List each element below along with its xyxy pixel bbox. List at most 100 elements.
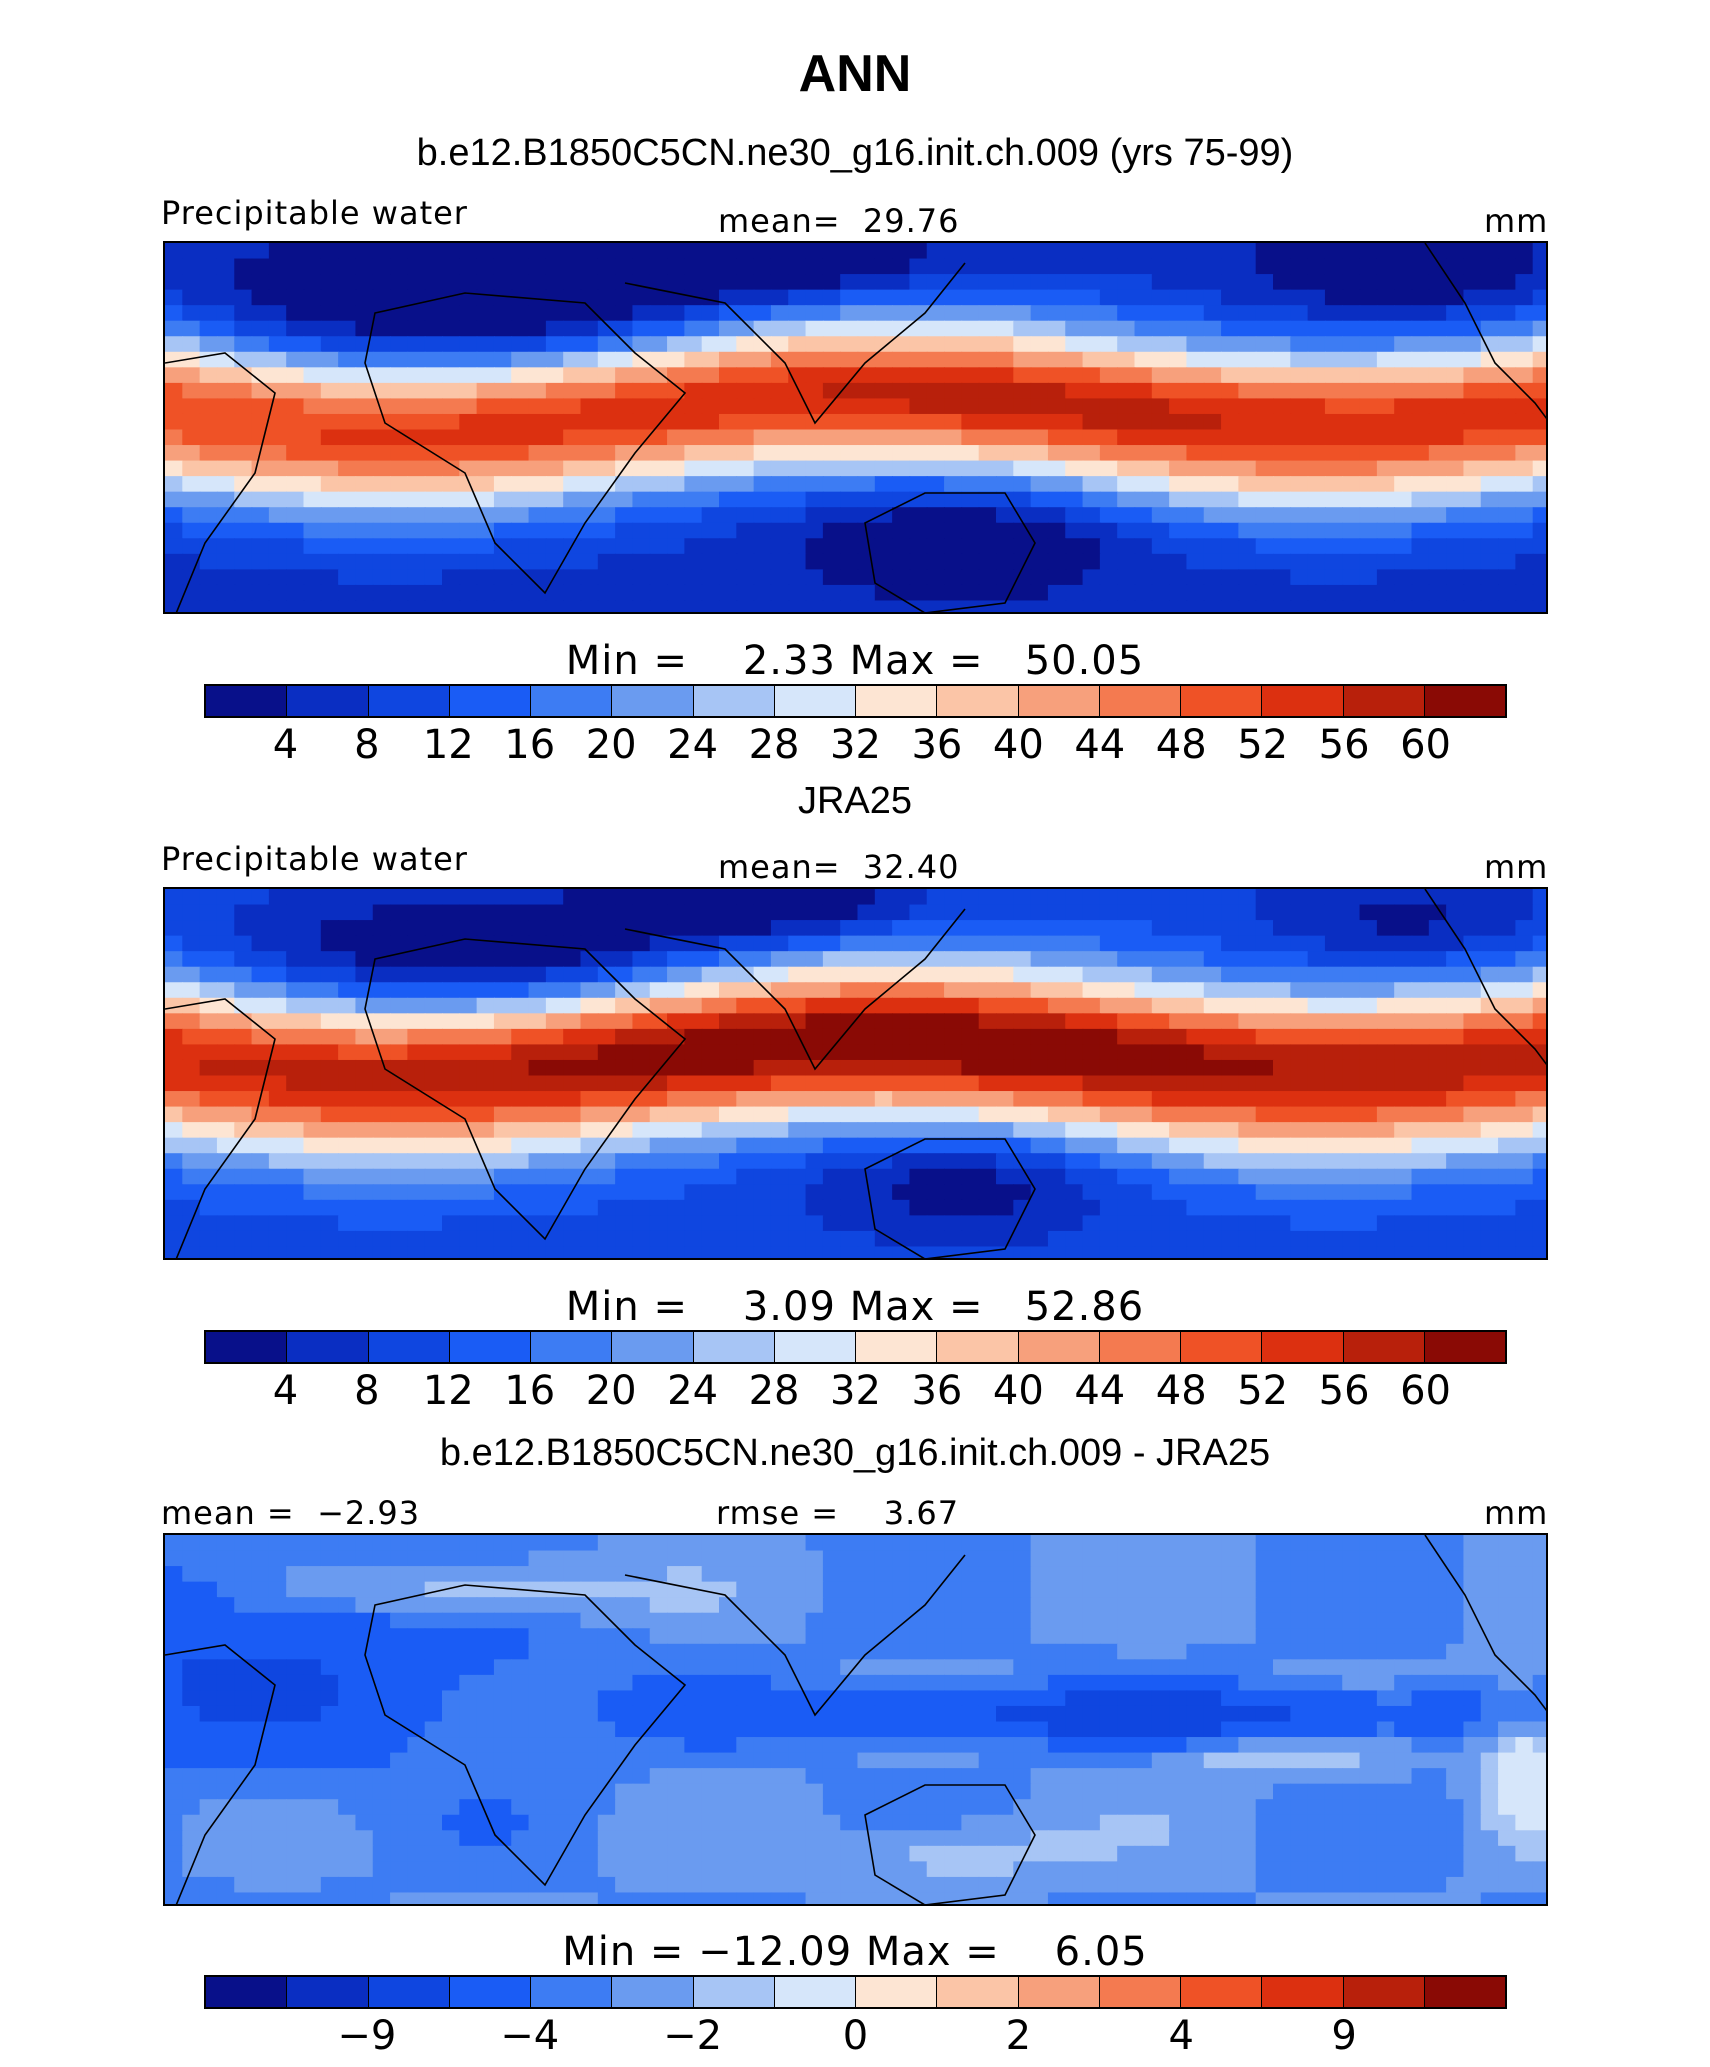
contour-cell: [1394, 336, 1413, 353]
contour-cell: [892, 445, 911, 462]
contour-cell: [1238, 1168, 1257, 1186]
contour-cell: [597, 538, 616, 555]
contour-cell: [182, 1628, 201, 1645]
contour-cell: [1186, 1721, 1205, 1738]
contour-cell: [1013, 274, 1032, 291]
contour-cell: [1359, 522, 1378, 540]
contour-cell: [372, 1106, 391, 1123]
contour-cell: [493, 1737, 513, 1754]
contour-cell: [944, 538, 963, 555]
contour-cell: [320, 569, 339, 586]
contour-cell: [390, 889, 409, 906]
contour-cell: [978, 1721, 997, 1738]
contour-cell: [1099, 1581, 1118, 1598]
contour-cell: [1498, 476, 1517, 493]
contour-cell: [684, 904, 703, 921]
contour-cell: [268, 274, 287, 291]
colorbar-tick-label: 24: [667, 722, 719, 768]
contour-cell: [753, 982, 772, 999]
contour-cell: [926, 538, 945, 555]
contour-cell: [909, 569, 928, 586]
contour-cell: [268, 382, 287, 400]
contour-cell: [545, 1091, 564, 1108]
contour-cell: [1047, 569, 1067, 586]
contour-cell: [563, 1230, 582, 1248]
contour-cell: [1498, 1028, 1517, 1046]
contour-cell: [719, 382, 738, 400]
contour-cell: [632, 1091, 651, 1108]
contour-cell: [1359, 289, 1378, 306]
contour-cell: [1082, 1674, 1101, 1692]
contour-cell: [182, 904, 201, 921]
contour-cell: [1082, 1246, 1101, 1258]
contour-cell: [286, 445, 305, 462]
contour-cell: [996, 997, 1015, 1015]
contour-cell: [1307, 320, 1326, 338]
contour-cell: [1411, 1690, 1430, 1707]
contour-cell: [1515, 1705, 1534, 1723]
contour-cell: [442, 1550, 461, 1567]
contour-cell: [996, 1721, 1015, 1738]
contour-cell: [1463, 1246, 1482, 1258]
contour-cell: [597, 1566, 616, 1583]
contour-cell: [1532, 1246, 1546, 1258]
contour-cell: [1515, 1215, 1534, 1232]
contour-cell: [1203, 1550, 1222, 1567]
contour-cell: [424, 1612, 443, 1630]
contour-cell: [1342, 584, 1361, 602]
contour-cell: [632, 507, 651, 524]
contour-cell: [753, 1535, 772, 1552]
contour-cell: [978, 398, 997, 415]
contour-cell: [1203, 982, 1222, 999]
contour-cell: [1238, 1137, 1257, 1155]
contour-cell: [1463, 1674, 1482, 1692]
contour-cell: [1532, 1721, 1546, 1738]
contour-cell: [996, 382, 1015, 400]
contour-cell: [770, 367, 790, 384]
contour-cell: [355, 1230, 374, 1248]
contour-cell: [961, 1199, 980, 1217]
contour-cell: [926, 351, 945, 369]
contour-cell: [909, 966, 928, 984]
contour-cell: [511, 382, 530, 400]
contour-cell: [251, 507, 270, 524]
contour-cell: [1532, 569, 1546, 586]
contour-cell: [390, 553, 409, 571]
contour-cell: [407, 1028, 426, 1046]
contour-cell: [1134, 982, 1153, 999]
contour-cell: [1498, 445, 1517, 462]
contour-cell: [355, 920, 374, 937]
contour-cell: [701, 460, 720, 477]
contour-cell: [1203, 553, 1222, 571]
contour-cell: [1446, 413, 1465, 431]
contour-cell: [1151, 351, 1170, 369]
contour-cell: [770, 1028, 790, 1046]
contour-cell: [1169, 243, 1188, 260]
contour-cell: [840, 1612, 859, 1630]
contour-cell: [1134, 320, 1153, 338]
contour-cell: [511, 920, 530, 937]
contour-cell: [1532, 982, 1546, 999]
contour-cell: [563, 997, 582, 1015]
contour-cell: [822, 429, 841, 446]
contour-cell: [338, 1122, 357, 1139]
contour-cell: [1169, 1535, 1188, 1552]
contour-cell: [476, 1059, 495, 1077]
contour-cell: [944, 1059, 963, 1077]
contour-cell: [1151, 889, 1170, 906]
contour-cell: [1394, 1566, 1413, 1583]
contour-cell: [1134, 1199, 1153, 1217]
contour-cell: [1065, 445, 1084, 462]
contour-cell: [1221, 569, 1240, 586]
contour-cell: [1082, 951, 1101, 968]
contour-cell: [1186, 1612, 1205, 1630]
contour-cell: [632, 1535, 651, 1552]
contour-cell: [1411, 398, 1430, 415]
contour-cell: [424, 584, 443, 602]
contour-cell: [1290, 1075, 1309, 1092]
contour-cell: [528, 1550, 547, 1567]
contour-cell: [216, 1168, 236, 1186]
contour-cell: [996, 1184, 1015, 1201]
contour-cell: [840, 445, 859, 462]
contour-cell: [1099, 1659, 1118, 1676]
